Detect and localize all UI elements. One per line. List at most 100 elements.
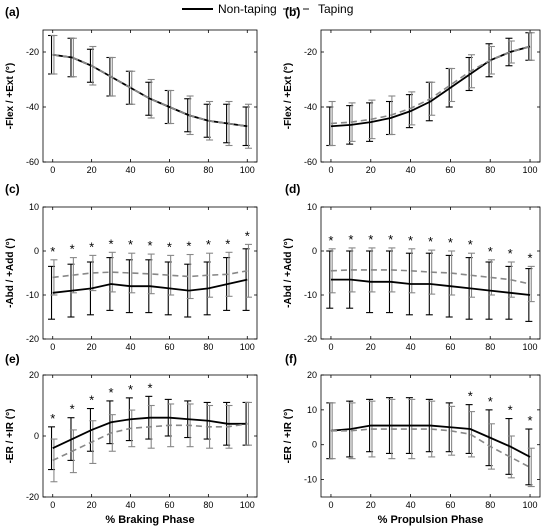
x-tick-label: 20 [87, 500, 97, 510]
significance-marker: * [225, 236, 230, 251]
panel-f: (f) 0 20 40 60 80 100 -10 0 10 20 -ER / +IR (°) % Pr… [283, 352, 541, 526]
legend: Non-taping Taping [182, 2, 353, 16]
x-tick-label: 80 [485, 500, 495, 510]
x-tick-label: 20 [366, 165, 376, 175]
significance-marker: * [186, 239, 191, 254]
x-tick-label: 60 [164, 500, 174, 510]
x-tick-label: 0 [328, 165, 333, 175]
significance-marker: * [245, 228, 250, 243]
panel-letter: (d) [285, 182, 300, 196]
x-axis-label: % Braking Phase [105, 514, 194, 526]
y-tick-label: -10 [26, 290, 39, 300]
y-axis-label: -ER / +IR (°) [283, 409, 294, 464]
x-tick-label: 40 [126, 500, 136, 510]
x-tick-label: 0 [50, 500, 55, 510]
significance-marker: * [428, 234, 433, 249]
legend-label-taping: Taping [318, 2, 353, 16]
y-tick-label: -60 [304, 157, 317, 167]
x-tick-label: 80 [203, 165, 213, 175]
x-tick-label: 100 [240, 500, 255, 510]
panel-c: (c) 0 20 40 60 80 100 -20 -10 0 10 -Abd / +Add (°) *… [5, 182, 258, 352]
panel-b: (b) 0 20 40 60 80 100 -60 -40 -20 -Flex / +Ext (°) [283, 5, 541, 175]
significance-marker: * [109, 236, 114, 251]
y-tick-label: -20 [26, 334, 39, 344]
series-line-taping [330, 428, 531, 469]
x-axis-label: % Propulsion Phase [378, 514, 484, 526]
x-tick-label: 0 [50, 165, 55, 175]
x-tick-label: 20 [366, 342, 376, 352]
panel-e: (e) 0 20 40 60 80 100 -20 0 20 -ER / +IR (°) % Brak… [5, 352, 258, 526]
panel-letter: (c) [5, 182, 20, 196]
significance-marker: * [128, 382, 133, 397]
x-tick-label: 100 [240, 165, 255, 175]
y-tick-label: 10 [307, 202, 317, 212]
y-tick-label: 0 [312, 440, 317, 450]
significance-marker: * [147, 238, 152, 253]
panel-letter: (f) [285, 352, 297, 366]
panel-a: (a) 0 20 40 60 80 100 -60 -40 -20 -Flex / +Ext (°) [5, 5, 258, 175]
x-tick-label: 60 [164, 342, 174, 352]
x-tick-label: 100 [240, 342, 255, 352]
y-tick-label: 20 [29, 370, 39, 380]
significance-marker: * [468, 237, 473, 252]
series-line-non-taping [52, 278, 248, 294]
y-axis-label: -ER / +IR (°) [5, 409, 16, 464]
y-tick-label: 10 [307, 405, 317, 415]
y-tick-label: 0 [34, 431, 39, 441]
series-line-taping [52, 270, 248, 279]
series-line-non-taping [330, 278, 531, 296]
axes-box [320, 374, 541, 498]
x-tick-label: 40 [406, 500, 416, 510]
significance-marker: * [89, 239, 94, 254]
significance-marker: * [348, 232, 353, 247]
significance-marker: * [508, 246, 513, 261]
significance-marker: * [528, 250, 533, 265]
x-tick-label: 0 [328, 342, 333, 352]
significance-marker: * [167, 239, 172, 254]
x-tick-label: 60 [445, 342, 455, 352]
error-bars-taping [328, 247, 535, 303]
x-tick-label: 40 [126, 165, 136, 175]
error-bars-taping [328, 32, 535, 147]
series-line-taping [330, 45, 531, 125]
significance-marker: * [388, 232, 393, 247]
significance-marker: * [328, 233, 333, 248]
significance-marker: * [448, 235, 453, 250]
y-axis-label: -Abd / +Add (°) [5, 238, 16, 308]
y-tick-label: 20 [307, 370, 317, 380]
y-tick-label: 0 [312, 246, 317, 256]
error-bars-non-taping [48, 248, 250, 320]
significance-marker: * [468, 389, 473, 404]
significance-marker: * [206, 237, 211, 252]
error-bars-non-taping [326, 250, 533, 322]
error-bars-non-taping [326, 32, 533, 147]
error-bars-taping [50, 34, 252, 149]
y-tick-label: -10 [304, 475, 317, 485]
y-tick-label: 0 [34, 246, 39, 256]
significance-marker: * [89, 393, 94, 408]
series-line-non-taping [330, 45, 531, 128]
x-tick-label: 0 [50, 342, 55, 352]
y-axis-label: -Flex / +Ext (°) [5, 63, 16, 130]
significance-marker: * [147, 380, 152, 395]
x-tick-label: 40 [126, 342, 136, 352]
x-tick-label: 60 [164, 165, 174, 175]
x-tick-label: 20 [87, 342, 97, 352]
x-tick-label: 100 [523, 165, 538, 175]
x-tick-label: 100 [523, 500, 538, 510]
error-bars-taping [50, 243, 252, 300]
y-tick-label: -40 [26, 102, 39, 112]
significance-marker: * [50, 411, 55, 426]
y-axis-label: -Abd / +Add (°) [283, 238, 294, 308]
x-tick-label: 0 [328, 500, 333, 510]
axes-box [42, 29, 258, 163]
significance-marker: * [109, 385, 114, 400]
error-bars-non-taping [326, 397, 533, 486]
significance-marker: * [50, 244, 55, 259]
significance-marker: * [488, 394, 493, 409]
significance-marker: * [528, 413, 533, 428]
panel-letter: (b) [285, 5, 300, 19]
x-tick-label: 80 [203, 500, 213, 510]
y-tick-label: -20 [26, 47, 39, 57]
error-bars-non-taping [48, 34, 250, 147]
